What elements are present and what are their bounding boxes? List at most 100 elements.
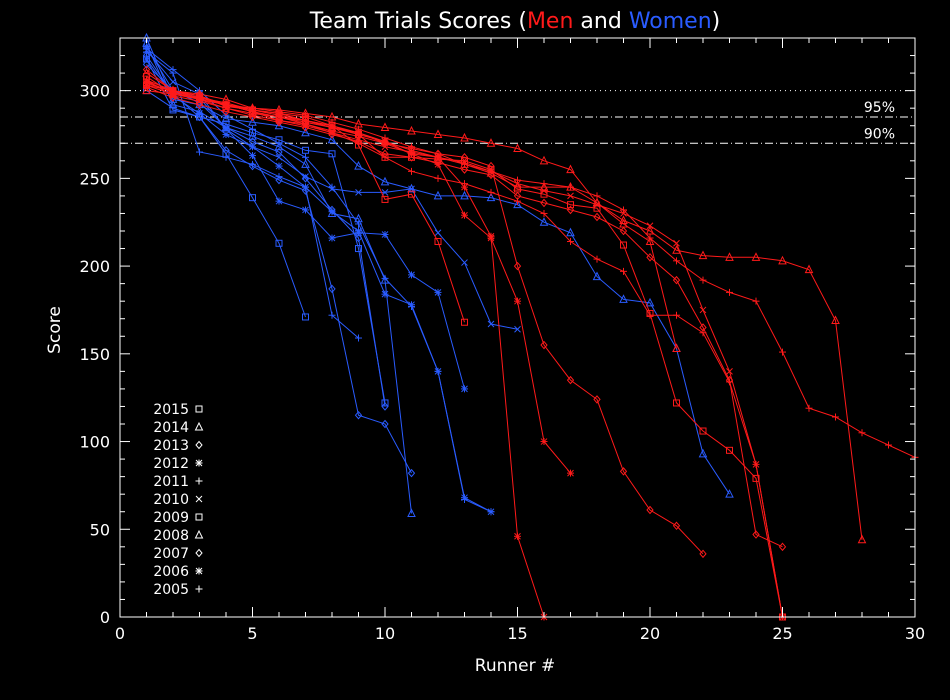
series-women-2006-point <box>275 162 283 170</box>
series-men-2014-point <box>751 252 761 261</box>
x-tick-label: 30 <box>905 624 925 643</box>
series-men-2005-point <box>143 76 150 84</box>
legend-marker-2014 <box>194 421 204 431</box>
series-men-2013-point <box>619 467 628 476</box>
series-men-2007-point <box>778 542 787 552</box>
series-women-2012-point <box>275 197 283 205</box>
series-men-2011-point <box>752 297 760 305</box>
series-women-2009-point <box>328 150 336 158</box>
series-men-2005-point <box>620 267 627 275</box>
series-women-2011-point <box>196 148 203 156</box>
legend-label-2014: 2014 <box>153 420 189 436</box>
series-men-2013-point <box>275 116 283 125</box>
series-women-2006-point <box>222 131 230 138</box>
series-women-2009-point <box>355 245 362 253</box>
series-women-2008-point <box>725 489 734 498</box>
series-men-2009-point <box>567 201 574 209</box>
series-men-2010-point <box>699 306 707 314</box>
y-tick-label: 0 <box>100 608 110 627</box>
series-women-2008-point <box>301 127 310 137</box>
series-men-2007-point <box>752 530 760 539</box>
x-tick-label: 10 <box>375 624 395 643</box>
series-men-2005-point <box>196 95 203 103</box>
series-women-2007-point <box>222 123 230 132</box>
series-women-2014-point <box>274 141 284 151</box>
series-men-2011-point <box>726 288 733 296</box>
series-men-2007-point <box>672 275 681 285</box>
series-men-2014-point <box>725 252 734 261</box>
series-women-2008-point <box>566 227 575 237</box>
series-men-2014-point <box>142 67 151 77</box>
series-men-2005-point <box>222 101 230 109</box>
series-women-2006-point <box>196 109 203 117</box>
series-men-2010-point <box>567 192 574 200</box>
series-men-2014-point <box>857 534 867 544</box>
series-women-2008-point <box>698 448 708 458</box>
series-women-2005-point <box>461 495 468 503</box>
series-layer <box>142 32 919 621</box>
series-women-2008-point <box>248 117 257 126</box>
series-men-2008-point <box>168 89 178 98</box>
series-men-2006-point <box>434 160 442 168</box>
series-men-2011-point <box>805 404 813 412</box>
series-men-2005-point <box>328 129 336 137</box>
x-tick-label: 15 <box>507 624 527 643</box>
series-men-2008-point <box>460 159 469 168</box>
series-men-2005-point <box>275 113 283 121</box>
series-women-2011-point <box>328 311 336 319</box>
series-men-2005-point <box>408 167 415 175</box>
series-women-2009-point <box>302 146 309 154</box>
legend-label-2009: 2009 <box>153 510 189 526</box>
series-women-2008-line <box>146 37 730 495</box>
series-men-2011-point <box>673 257 680 265</box>
y-tick-label: 300 <box>79 82 110 101</box>
y-tick-label: 250 <box>79 169 110 188</box>
reference-label-95pct: 95% <box>864 100 895 116</box>
series-men-2005-point <box>646 311 654 319</box>
series-men-2014-point <box>778 255 787 265</box>
series-men-2007-point <box>540 198 548 208</box>
series-men-2010-point <box>646 222 654 230</box>
series-women-2011-point <box>249 160 256 168</box>
series-men-2005-point <box>514 197 521 205</box>
series-men-2011-point <box>699 276 707 284</box>
series-men-2006 <box>143 80 574 477</box>
series-men-2006-point <box>408 150 415 158</box>
series-men-2015-point <box>381 195 389 203</box>
series-men-2011-point <box>858 429 866 437</box>
series-men-2013-point <box>142 65 151 74</box>
legend-label-2007: 2007 <box>153 546 189 562</box>
series-men-2010-point <box>540 187 548 194</box>
series-men-2005-point <box>434 174 442 182</box>
series-men-2013-point <box>566 375 575 385</box>
legend-marker-2013 <box>195 440 203 450</box>
y-tick-label: 150 <box>79 345 110 364</box>
legend-label-2010: 2010 <box>153 492 189 508</box>
series-women-2010-point <box>461 259 468 266</box>
series-women-2012-point <box>381 231 389 239</box>
series-women-2005-point <box>249 125 256 133</box>
series-men-2011-point <box>885 441 892 449</box>
series-men-2014-point <box>566 164 575 174</box>
series-women-2006-point <box>302 183 309 191</box>
series-men-2009-point <box>620 241 627 249</box>
series-men-2007-point <box>248 112 257 122</box>
legend-marker-2007 <box>195 548 203 558</box>
series-women-2013-point <box>328 284 336 294</box>
series-women-2005-point <box>434 367 442 375</box>
series-men-2008-point <box>592 197 602 207</box>
series-women-2013-point <box>354 410 363 420</box>
series-men-2011-point <box>779 348 786 356</box>
x-tick-label: 25 <box>772 624 792 643</box>
series-men-2009-point <box>752 474 760 482</box>
series-men-2014-point <box>513 143 522 153</box>
series-men-2007-point <box>222 107 230 116</box>
series-women-2013-point <box>222 146 230 155</box>
series-women-2005-point <box>381 274 389 282</box>
x-axis-label: Runner # <box>475 656 555 676</box>
series-women-2012-point <box>328 234 336 242</box>
series-men-2007-point <box>301 123 310 132</box>
series-men-2014-point <box>698 250 708 260</box>
series-women-2008-point <box>645 297 655 307</box>
